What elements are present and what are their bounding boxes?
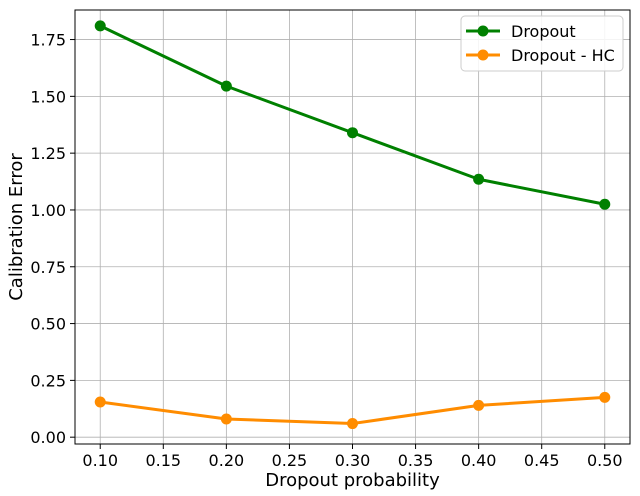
data-point xyxy=(599,391,611,403)
y-axis-label: Calibration Error xyxy=(6,153,27,301)
y-tick-label: 0.25 xyxy=(30,371,66,390)
plot-frame xyxy=(74,9,631,445)
x-tick-label: 0.10 xyxy=(82,451,118,470)
y-tick-label: 1.00 xyxy=(30,201,66,220)
y-tick-label: 0.75 xyxy=(30,258,66,277)
y-tick-label: 0.50 xyxy=(30,315,66,334)
y-tick-label: 1.50 xyxy=(30,87,66,106)
x-tick-label: 0.20 xyxy=(209,451,245,470)
legend-label: Dropout - HC xyxy=(511,46,615,65)
data-point xyxy=(599,198,611,210)
x-tick-label: 0.45 xyxy=(524,451,560,470)
data-point xyxy=(347,418,358,430)
legend: Dropout Dropout - HC xyxy=(460,15,624,72)
legend-box xyxy=(460,15,624,72)
data-point xyxy=(94,396,106,408)
data-point xyxy=(220,413,232,425)
x-tick-label: 0.50 xyxy=(587,451,623,470)
legend-marker xyxy=(477,49,489,61)
data-point xyxy=(220,80,232,92)
data-point xyxy=(94,20,106,32)
x-axis-label: Dropout probability xyxy=(265,470,440,491)
data-point xyxy=(473,399,485,411)
x-tick-label: 0.15 xyxy=(145,451,181,470)
x-tick-label: 0.40 xyxy=(461,451,497,470)
data-point xyxy=(473,173,485,185)
y-tick-label: 1.75 xyxy=(30,31,66,50)
legend-marker xyxy=(477,25,489,37)
y-tick-label: 1.25 xyxy=(30,144,66,163)
y-tick-label: 0.00 xyxy=(30,428,66,447)
x-tick-label: 0.35 xyxy=(398,451,434,470)
series-layer xyxy=(94,20,611,430)
data-point xyxy=(347,127,358,139)
axis-ticks: 0.10 0.15 0.20 0.25 0.30 0.35 0.40 0.45 0.50 0.00… xyxy=(30,31,622,470)
legend-label: Dropout xyxy=(511,22,576,41)
x-tick-label: 0.25 xyxy=(272,451,308,470)
x-tick-label: 0.30 xyxy=(335,451,371,470)
